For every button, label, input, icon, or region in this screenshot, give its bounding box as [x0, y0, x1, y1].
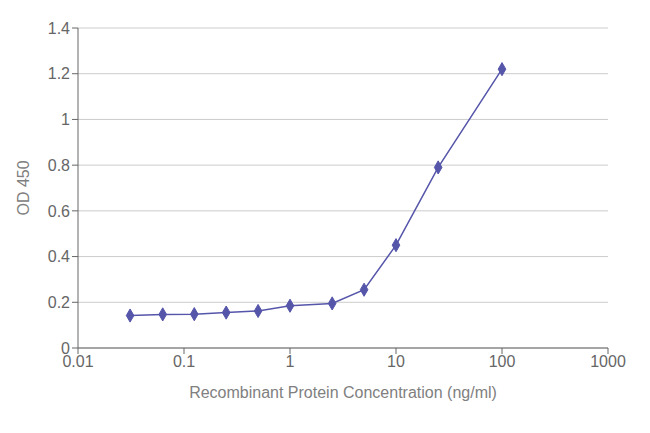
- svg-text:1: 1: [61, 111, 70, 128]
- svg-text:0.8: 0.8: [48, 157, 70, 174]
- svg-text:OD 450: OD 450: [15, 160, 32, 215]
- svg-text:Recombinant Protein Concentrat: Recombinant Protein Concentration (ng/ml…: [189, 384, 497, 401]
- svg-text:1000: 1000: [590, 353, 626, 370]
- svg-text:1.2: 1.2: [48, 65, 70, 82]
- svg-text:0.6: 0.6: [48, 203, 70, 220]
- svg-text:0.01: 0.01: [62, 353, 94, 371]
- svg-text:1.4: 1.4: [48, 20, 70, 37]
- svg-text:0.1: 0.1: [173, 353, 195, 370]
- svg-text:10: 10: [387, 353, 405, 370]
- svg-text:0.4: 0.4: [48, 248, 70, 265]
- svg-text:0: 0: [61, 340, 70, 357]
- svg-text:0.2: 0.2: [48, 294, 70, 311]
- svg-text:100: 100: [489, 353, 516, 370]
- svg-text:1: 1: [286, 353, 295, 370]
